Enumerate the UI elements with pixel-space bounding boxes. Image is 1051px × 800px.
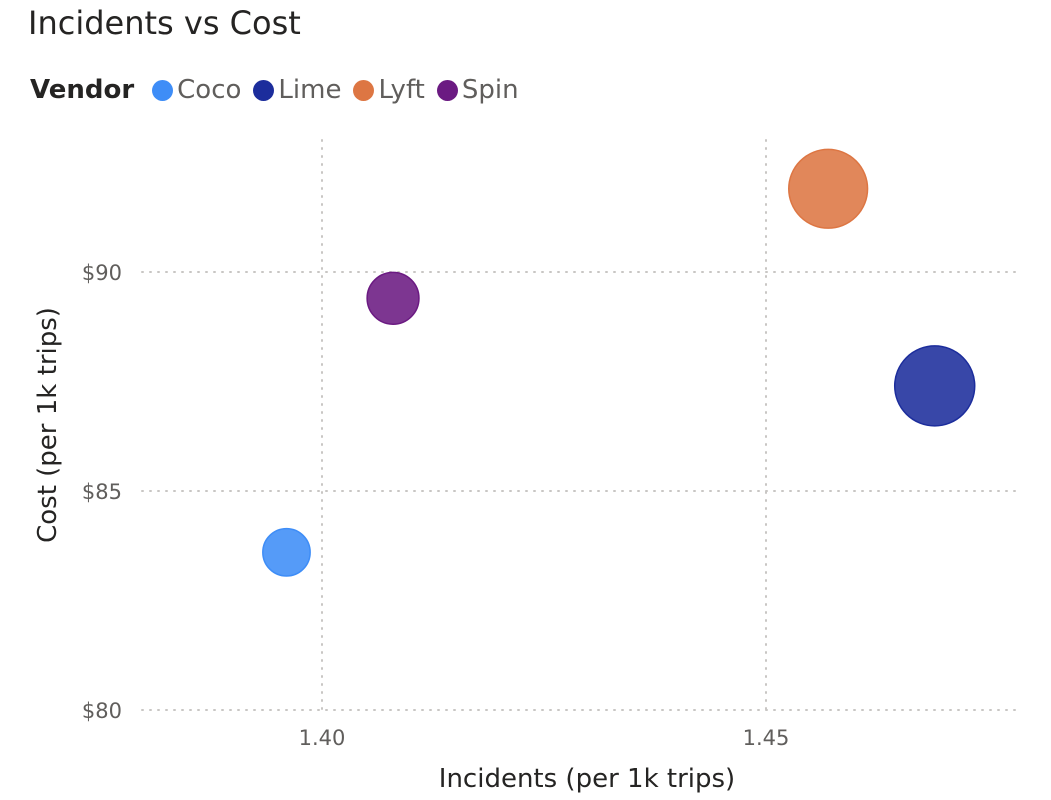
y-tick-label: $90 (82, 261, 122, 285)
y-tick-label: $85 (82, 480, 122, 504)
data-point-lyft (788, 148, 869, 229)
legend-label: Lime (278, 75, 342, 105)
legend-marker-icon (353, 79, 375, 101)
gridlines (141, 139, 1023, 711)
legend-marker-icon (152, 79, 174, 101)
legend-label: Coco (177, 75, 242, 105)
data-point-lime (893, 345, 976, 427)
x-tick-label: 1.45 (743, 726, 790, 750)
legend-label: Spin (461, 75, 519, 105)
y-tick-label: $80 (82, 699, 122, 723)
tick-labels: $80 $85 $90 1.40 1.45 (82, 261, 789, 750)
legend: Vendor Coco Lime Lyft Spin (30, 72, 531, 108)
chart-title: Incidents vs Cost (28, 4, 301, 42)
data-point-coco (262, 527, 311, 577)
legend-marker-icon (253, 79, 275, 101)
y-axis-label: Cost (per 1k trips) (33, 307, 63, 543)
x-axis-label: Incidents (per 1k trips) (439, 764, 735, 794)
legend-item-coco[interactable]: Coco (152, 75, 241, 105)
legend-marker-icon (436, 79, 458, 101)
legend-title: Vendor (30, 75, 135, 105)
data-point-spin (366, 271, 420, 325)
data-points (262, 148, 976, 577)
legend-item-spin[interactable]: Spin (436, 75, 519, 105)
legend-label: Lyft (378, 75, 425, 105)
legend-item-lime[interactable]: Lime (253, 75, 341, 105)
legend-item-lyft[interactable]: Lyft (353, 75, 425, 105)
x-tick-label: 1.40 (299, 726, 346, 750)
